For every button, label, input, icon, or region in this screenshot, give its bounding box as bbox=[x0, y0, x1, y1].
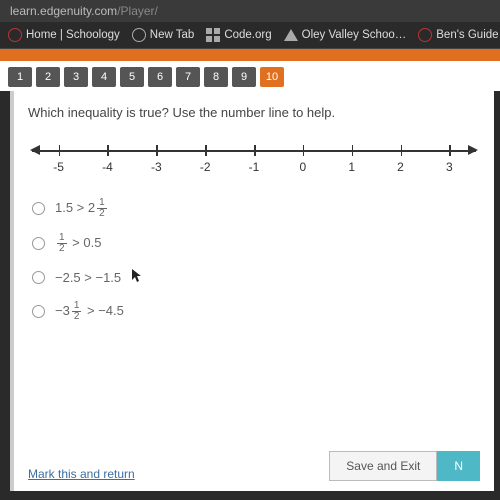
option-text: −2.5 > −1.5 bbox=[55, 270, 121, 285]
nav-item-6[interactable]: 6 bbox=[148, 67, 172, 87]
option-3[interactable]: −2.5 > −1.5 bbox=[32, 268, 480, 287]
question-text: Which inequality is true? Use the number… bbox=[28, 105, 480, 120]
radio-icon bbox=[32, 305, 45, 318]
bookmark-bens-guide[interactable]: Ben's Guide To th… bbox=[418, 28, 500, 42]
arrow-right-icon bbox=[468, 145, 478, 155]
url-domain: learn.edgenuity.com bbox=[10, 4, 117, 18]
nav-item-3[interactable]: 3 bbox=[64, 67, 88, 87]
tick-label: -2 bbox=[200, 160, 211, 174]
next-button[interactable]: N bbox=[437, 451, 480, 481]
bookmark-oley-valley[interactable]: Oley Valley Schoo… bbox=[284, 29, 407, 41]
tick bbox=[401, 145, 403, 156]
tick bbox=[205, 145, 207, 156]
tick-label: 1 bbox=[348, 160, 355, 174]
tick-label: 0 bbox=[299, 160, 306, 174]
mark-return-link[interactable]: Mark this and return bbox=[28, 467, 135, 481]
nav-item-5[interactable]: 5 bbox=[120, 67, 144, 87]
header-band bbox=[0, 49, 500, 61]
circle-icon bbox=[418, 28, 432, 42]
radio-icon bbox=[32, 237, 45, 250]
tick bbox=[303, 145, 305, 156]
bookmark-code-org[interactable]: Code.org bbox=[206, 28, 271, 42]
globe-icon bbox=[132, 28, 146, 42]
footer-buttons: Save and Exit N bbox=[329, 451, 480, 481]
tick-label: 2 bbox=[397, 160, 404, 174]
nav-item-7[interactable]: 7 bbox=[176, 67, 200, 87]
url-bar: learn.edgenuity.com/Player/ bbox=[0, 0, 500, 22]
tick-label: -4 bbox=[102, 160, 113, 174]
tick-label: 3 bbox=[446, 160, 453, 174]
radio-icon bbox=[32, 202, 45, 215]
tick-label: -3 bbox=[151, 160, 162, 174]
tick bbox=[449, 145, 451, 156]
nav-item-2[interactable]: 2 bbox=[36, 67, 60, 87]
nav-item-4[interactable]: 4 bbox=[92, 67, 116, 87]
nav-item-8[interactable]: 8 bbox=[204, 67, 228, 87]
grid-icon bbox=[206, 28, 220, 42]
triangle-icon bbox=[284, 29, 298, 41]
bookmark-new-tab[interactable]: New Tab bbox=[132, 28, 195, 42]
question-panel: Which inequality is true? Use the number… bbox=[14, 91, 494, 491]
nav-item-10[interactable]: 10 bbox=[260, 67, 284, 87]
answer-options: 1.5 > 212 12 > 0.5 −2.5 > −1.5 −312 > −4.5 bbox=[32, 198, 480, 322]
bookmarks-bar: Home | Schoology New Tab Code.org Oley V… bbox=[0, 22, 500, 49]
option-text: 12 > 0.5 bbox=[55, 233, 101, 254]
option-text: 1.5 > 212 bbox=[55, 198, 109, 219]
tick bbox=[352, 145, 354, 156]
option-2[interactable]: 12 > 0.5 bbox=[32, 233, 480, 254]
option-4[interactable]: −312 > −4.5 bbox=[32, 301, 480, 322]
tick-label: -5 bbox=[53, 160, 64, 174]
schoology-icon bbox=[8, 28, 22, 42]
cursor-icon bbox=[131, 268, 143, 287]
tick bbox=[59, 145, 61, 156]
option-text: −312 > −4.5 bbox=[55, 301, 124, 322]
nav-item-9[interactable]: 9 bbox=[232, 67, 256, 87]
number-line: -5 -4 -3 -2 -1 0 1 2 3 bbox=[32, 136, 476, 180]
radio-icon bbox=[32, 271, 45, 284]
nav-item-1[interactable]: 1 bbox=[8, 67, 32, 87]
footer: Mark this and return Save and Exit N bbox=[28, 451, 480, 481]
tick bbox=[107, 145, 109, 156]
tick-label: -1 bbox=[249, 160, 260, 174]
option-1[interactable]: 1.5 > 212 bbox=[32, 198, 480, 219]
bookmark-home-schoology[interactable]: Home | Schoology bbox=[8, 28, 120, 42]
question-nav: 12345678910 bbox=[0, 61, 500, 91]
save-exit-button[interactable]: Save and Exit bbox=[329, 451, 437, 481]
url-path: /Player/ bbox=[117, 4, 158, 18]
tick bbox=[254, 145, 256, 156]
tick bbox=[156, 145, 158, 156]
